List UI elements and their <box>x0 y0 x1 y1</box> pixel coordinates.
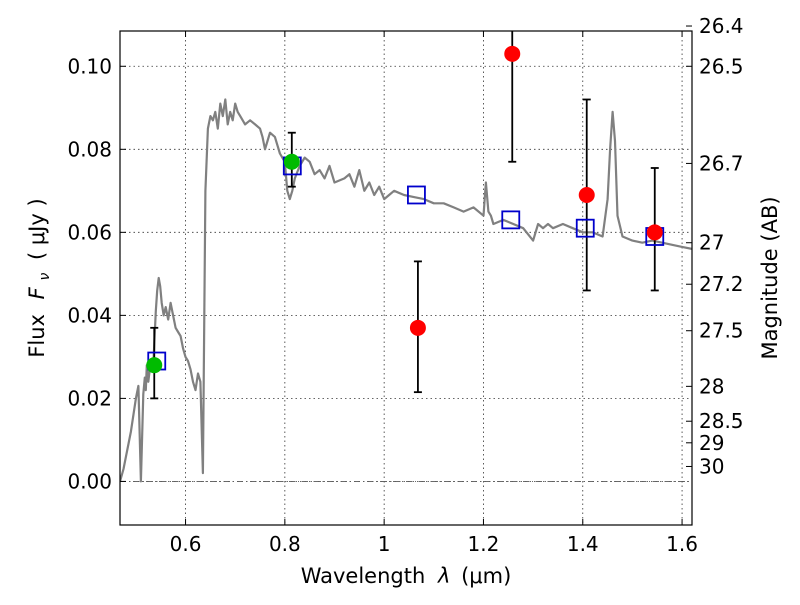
mag-tick-label: 28.5 <box>699 409 744 433</box>
y-tick-label: 0.08 <box>67 137 112 161</box>
x-tick-label: 1.4 <box>567 532 599 556</box>
upper-limits-marker <box>409 319 426 336</box>
y-tick-label: 0.06 <box>67 220 112 244</box>
y-tick-label: 0.04 <box>67 303 112 327</box>
mag-tick-label: 26.4 <box>699 14 744 38</box>
mag-tick-label: 26.7 <box>699 151 744 175</box>
x-tick-label: 0.8 <box>269 532 301 556</box>
grid-layer <box>120 31 692 525</box>
data-layer <box>120 31 692 483</box>
model-square-marker <box>501 210 521 230</box>
spectrum-line <box>120 98 692 483</box>
y-tick-label: 0.10 <box>67 54 112 78</box>
model-square-marker <box>575 218 595 238</box>
upper-limits-marker <box>646 224 663 241</box>
y-tick-label: 0.00 <box>67 469 112 493</box>
y-tick-label: 0.02 <box>67 386 112 410</box>
mag-tick-label: 26.5 <box>699 54 744 78</box>
x-tick-label: 1 <box>378 532 391 556</box>
x-axis-title: Wavelength λ (μm) <box>301 564 512 588</box>
detections-marker <box>146 357 163 374</box>
mag-tick-label: 30 <box>699 454 724 478</box>
upper-limits-marker <box>578 186 595 203</box>
upper-limits-marker <box>504 45 521 62</box>
mag-tick-label: 27.2 <box>699 272 744 296</box>
detections-marker <box>283 153 300 170</box>
y-axis-title: Flux F ν ( μJy ) <box>25 198 54 357</box>
model-square-marker <box>407 185 426 205</box>
mag-tick-label: 29 <box>699 431 724 455</box>
x-tick-label: 1.2 <box>468 532 500 556</box>
x-tick-label: 0.6 <box>170 532 202 556</box>
mag-tick-label: 27 <box>699 231 724 255</box>
mag-tick-label: 28 <box>699 374 724 398</box>
x-tick-label: 1.6 <box>666 532 698 556</box>
plot-frame <box>119 30 693 526</box>
tick-layer: 0.6 0.8 1 1.2 1.4 1.6 0.00 0.02 0.04 0.06 0.08 0.10… <box>67 14 743 556</box>
mag-tick-label: 27.5 <box>699 319 744 343</box>
y2-axis-title: Magnitude (AB) <box>758 196 782 359</box>
